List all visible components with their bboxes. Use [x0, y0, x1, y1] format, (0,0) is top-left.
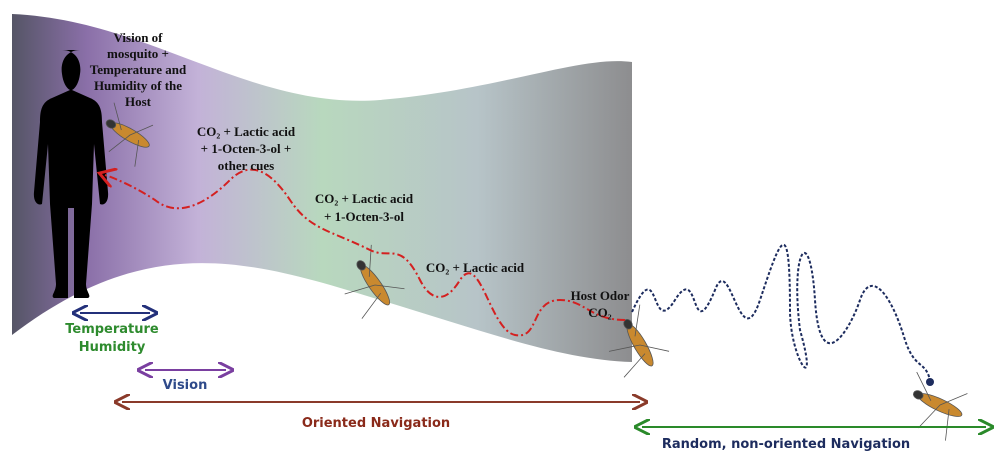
- range-label: Oriented Navigation: [302, 416, 450, 431]
- cue-line: Vision of: [114, 30, 164, 45]
- cue-line: Temperature and: [90, 62, 187, 77]
- cue-line: + 1-Octen-3-ol +: [201, 141, 292, 156]
- cue-line: CO₂: [588, 305, 612, 320]
- end-point: [926, 378, 934, 386]
- cue-line: other cues: [218, 158, 274, 173]
- cue-line: CO₂ + Lactic acid: [197, 124, 296, 139]
- diagram: Vision of mosquito + Temperature and Hum…: [0, 0, 999, 452]
- cue-line: CO₂ + Lactic acid: [426, 260, 525, 275]
- cue-line: CO₂ + Lactic acid: [315, 191, 414, 206]
- range-label: Random, non-oriented Navigation: [662, 437, 910, 452]
- cue-line: Humidity of the: [94, 78, 182, 93]
- random-flight-path: [632, 245, 930, 380]
- range-label: Vision: [163, 378, 208, 393]
- range-label: Temperature: [65, 322, 159, 337]
- cue-line: Host: [125, 94, 152, 109]
- cue-line: mosquito +: [107, 46, 169, 61]
- range-label: Humidity: [79, 340, 146, 355]
- cue-line: + 1-Octen-3-ol: [324, 209, 404, 224]
- cue-line: Host Odor: [571, 288, 630, 303]
